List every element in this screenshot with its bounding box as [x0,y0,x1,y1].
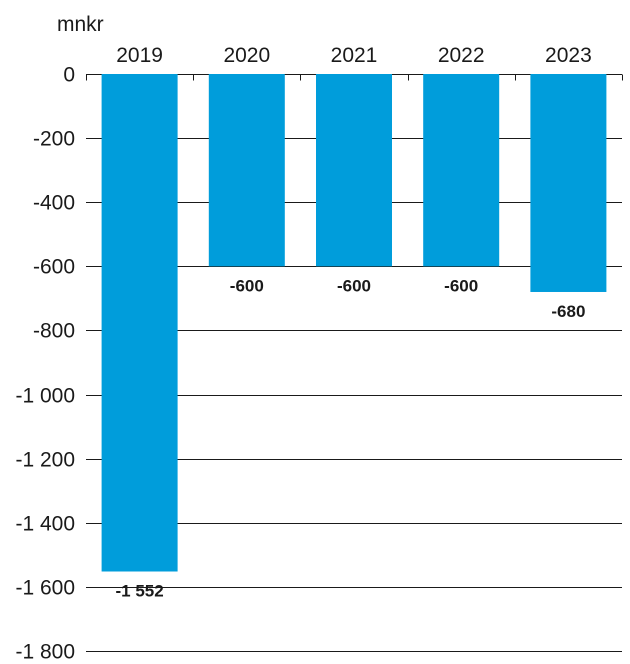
y-tick-label: -1 800 [15,641,75,664]
bar-value-label: -600 [337,276,371,295]
bars [101,74,607,572]
x-axis-labels: 2019 2020 2021 2022 2023 [116,44,592,67]
y-tick-label: 0 [63,64,75,87]
bar-value-label: -1 552 [115,582,163,601]
bar-value-label: -680 [551,302,585,321]
y-tick-label: -1 000 [15,385,75,408]
bar [530,74,607,292]
bar-value-label: -600 [444,276,478,295]
y-tick-label: -200 [33,128,75,151]
unit-label: mnkr [57,13,104,36]
bar [316,74,392,267]
x-category-label: 2022 [438,44,485,67]
x-category-label: 2021 [331,44,378,67]
data-labels: -1 552 -600 -600 -600 -680 [115,276,585,600]
x-category-label: 2020 [223,44,270,67]
x-category-label: 2023 [545,44,592,67]
y-tick-label: -800 [33,320,75,343]
bar [423,74,500,267]
x-category-label: 2019 [116,44,163,67]
y-axis-labels: 0 -200 -400 -600 -800 -1 000 -1 200 -1 400 -1 60… [15,64,75,664]
y-tick-label: -1 400 [15,513,75,536]
bar [208,74,285,267]
y-tick-label: -400 [33,192,75,215]
y-tick-label: -1 200 [15,449,75,472]
bar [101,74,178,572]
bar-value-label: -600 [230,276,264,295]
y-tick-label: -600 [33,256,75,279]
y-tick-label: -1 600 [15,577,75,600]
